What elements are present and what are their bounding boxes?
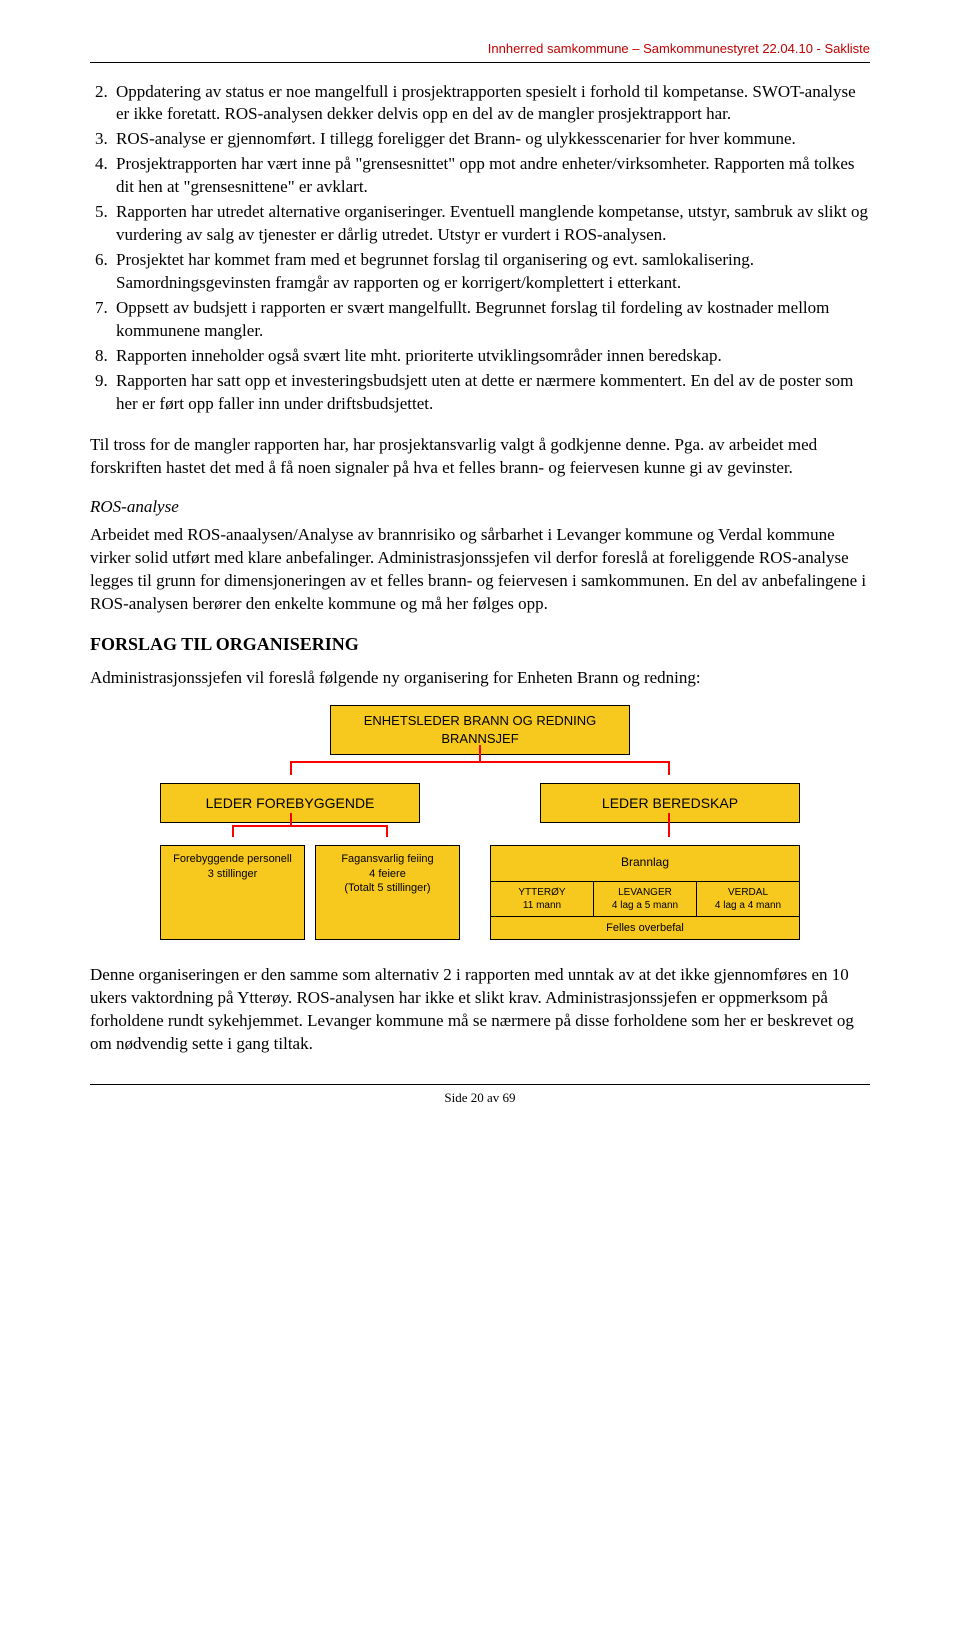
org-node-right: LEDER BEREDSKAP [540,783,800,824]
org-node-label: 3 stillinger [165,867,300,881]
section-subtitle: ROS-analyse [90,496,870,519]
org-chart: ENHETSLEDER BRANN OG REDNING BRANNSJEF L… [160,705,800,940]
org-node-label: Forebyggende personell [165,852,300,866]
list-item: Oppsett av budsjett i rapporten er svært… [112,297,870,343]
org-cell: LEVANGER 4 lag a 5 mann [594,882,697,916]
org-cell-label: 11 mann [493,899,591,912]
org-cell: YTTERØY 11 mann [491,882,594,916]
numbered-list: Oppdatering av status er noe mangelfull … [112,81,870,416]
org-cell-label: VERDAL [699,886,797,899]
paragraph: Administrasjonssjefen vil foreslå følgen… [90,667,870,690]
paragraph: Arbeidet med ROS-anaalysen/Analyse av br… [90,524,870,616]
org-node-label: Felles overbefal [491,916,799,940]
list-item: Rapporten inneholder også svært lite mht… [112,345,870,368]
section-title: FORSLAG TIL ORGANISERING [90,632,870,656]
list-item: ROS-analyse er gjennomført. I tillegg fo… [112,128,870,151]
org-node-label: 4 feiere [320,867,455,881]
list-item: Prosjektet har kommet fram med et begrun… [112,249,870,295]
paragraph: Denne organiseringen er den samme som al… [90,964,870,1056]
org-node-label: (Totalt 5 stillinger) [320,881,455,895]
list-item: Rapporten har utredet alternative organi… [112,201,870,247]
org-node-label: Fagansvarlig feiing [320,852,455,866]
org-cell-label: 4 lag a 4 mann [699,899,797,912]
org-cell-label: 4 lag a 5 mann [596,899,694,912]
org-cell-label: YTTERØY [493,886,591,899]
org-node-sub: Fagansvarlig feiing 4 feiere (Totalt 5 s… [315,845,460,940]
page-header: Innherred samkommune – Samkommunestyret … [90,40,870,58]
org-cell-label: LEVANGER [596,886,694,899]
footer-rule [90,1084,870,1085]
page-footer: Side 20 av 69 [90,1089,870,1107]
org-node-sub: Forebyggende personell 3 stillinger [160,845,305,940]
header-rule [90,62,870,63]
list-item: Oppdatering av status er noe mangelfull … [112,81,870,127]
list-item: Prosjektrapporten har vært inne på "gren… [112,153,870,199]
org-node-beredskap: Brannlag YTTERØY 11 mann LEVANGER 4 lag … [490,845,800,940]
org-cell: VERDAL 4 lag a 4 mann [697,882,799,916]
org-node-label: ENHETSLEDER BRANN OG REDNING [339,712,621,730]
paragraph: Til tross for de mangler rapporten har, … [90,434,870,480]
org-node-label: Brannlag [491,846,799,880]
list-item: Rapporten har satt opp et investeringsbu… [112,370,870,416]
